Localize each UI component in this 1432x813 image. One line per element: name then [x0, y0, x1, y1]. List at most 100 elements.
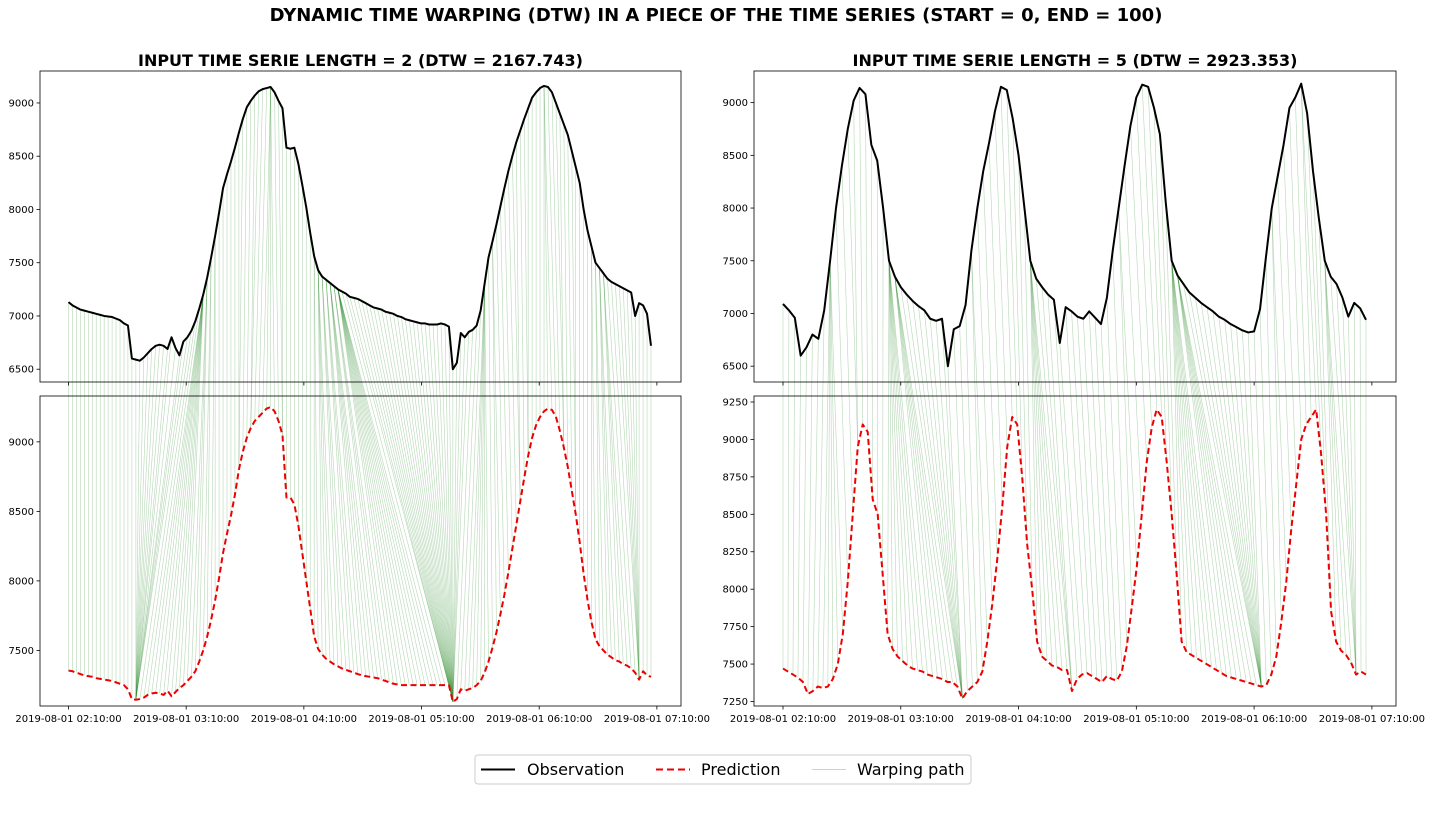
warping-path-line: [971, 250, 988, 642]
warping-path-line: [337, 289, 418, 686]
warping-path-line: [1183, 283, 1262, 687]
legend-warping-label: Warping path: [857, 760, 965, 779]
panel-right-title: INPUT TIME SERIE LENGTH = 5 (DTW = 2923.…: [852, 51, 1297, 70]
warping-path-line: [440, 323, 454, 702]
warping-path-line: [595, 262, 604, 651]
warping-path-line: [894, 276, 933, 677]
warping-path-line: [337, 289, 426, 686]
bottom-y-tick-label: 8500: [9, 507, 34, 518]
x-tick-label: 2019-08-01 07:10:00: [1319, 714, 1425, 725]
panel-right-warping-paths: [782, 83, 1367, 699]
warping-path-line: [187, 294, 204, 681]
warping-path-line: [1218, 316, 1262, 687]
warping-path-line: [1106, 297, 1123, 672]
warping-path-line: [389, 312, 454, 702]
warping-path-line: [1141, 84, 1158, 410]
warping-path-line: [894, 276, 943, 680]
observation-line: [782, 82, 1367, 368]
warping-path-line: [827, 260, 831, 687]
warping-path-line: [135, 348, 168, 700]
warping-path-line: [317, 270, 335, 665]
warping-path-line: [420, 323, 454, 702]
bottom-y-tick-label: 9250: [723, 397, 748, 408]
warping-path-line: [472, 284, 485, 688]
warping-path-line: [1118, 208, 1133, 608]
warping-path-line: [512, 156, 521, 502]
x-tick-label: 2019-08-01 03:10:00: [133, 714, 239, 725]
warping-path-line: [484, 284, 489, 662]
warping-path-line: [829, 260, 834, 680]
warping-path-line: [1171, 260, 1197, 659]
panel-left-bottom-axes: [39, 395, 682, 707]
warping-path-line: [337, 289, 398, 685]
warping-path-line: [1171, 260, 1207, 665]
warping-path-line: [515, 142, 521, 502]
warping-path-line: [947, 366, 963, 699]
warping-path-line: [543, 85, 549, 409]
warping-path-line: [325, 279, 355, 673]
warping-path-line: [894, 276, 953, 683]
warping-path-line: [1177, 275, 1232, 678]
prediction-line: [68, 406, 652, 703]
warping-path-line: [365, 303, 454, 702]
top-y-tick-label: 8000: [723, 204, 748, 215]
warping-path-line: [250, 95, 256, 428]
warping-path-line: [329, 282, 366, 677]
warping-path-line: [523, 118, 529, 456]
warping-path-line: [1171, 260, 1182, 642]
warping-path-line: [1348, 316, 1357, 675]
warping-path-line: [1342, 297, 1357, 675]
warping-path-line: [599, 268, 608, 655]
warping-path-line: [1088, 311, 1108, 677]
warping-path-line: [1277, 176, 1292, 530]
warping-path-line: [1171, 260, 1202, 662]
warping-path-line: [492, 241, 501, 615]
warping-path-line: [337, 289, 394, 684]
warping-path-line: [349, 296, 454, 702]
warping-path-line: [1324, 260, 1347, 656]
warping-path-line: [1136, 97, 1153, 428]
warping-path-line: [135, 357, 145, 700]
warping-path-line: [250, 91, 259, 428]
warping-path-line: [619, 286, 640, 680]
warping-path-line: [333, 286, 390, 683]
warping-path-line: [1300, 83, 1312, 417]
warping-path-line: [325, 279, 351, 672]
warping-path-line: [135, 330, 192, 700]
warping-path-line: [317, 270, 323, 655]
warping-path-line: [924, 310, 963, 699]
warping-path-line: [135, 345, 164, 700]
warping-path-line: [595, 262, 600, 647]
warping-path-line: [1112, 250, 1128, 647]
warping-path-line: [894, 276, 958, 687]
warping-path-line: [329, 282, 378, 679]
warping-path-line: [175, 294, 204, 693]
warping-path-line: [888, 260, 903, 662]
warping-path-line: [488, 257, 493, 648]
warping-path-line: [1047, 294, 1073, 692]
warping-path-line: [959, 326, 973, 687]
warping-path-line: [496, 224, 505, 595]
x-tick-label: 2019-08-01 06:10:00: [486, 714, 592, 725]
warping-path-line: [321, 276, 339, 667]
warping-path-line: [444, 324, 454, 702]
warping-path-line: [1295, 97, 1307, 425]
warping-path-line: [1094, 317, 1113, 680]
warping-path-line: [167, 294, 204, 691]
warping-path-line: [603, 273, 628, 666]
warping-path-line: [630, 292, 640, 680]
panel-right-observation-series: [782, 82, 1367, 368]
warping-path-line: [397, 315, 454, 702]
warping-path-line: [238, 118, 244, 470]
warping-path-line: [405, 319, 454, 702]
warping-path-line: [888, 260, 908, 666]
warping-path-line: [822, 260, 831, 689]
warping-path-line: [191, 277, 208, 677]
warping-path-line: [571, 150, 577, 515]
warping-path-line: [258, 88, 267, 417]
warping-path-line: [1206, 307, 1262, 687]
warping-path-line: [1000, 86, 1013, 417]
x-tick-label: 2019-08-01 03:10:00: [848, 714, 954, 725]
warping-path-line: [1030, 260, 1068, 671]
warping-path-line: [1100, 324, 1118, 681]
